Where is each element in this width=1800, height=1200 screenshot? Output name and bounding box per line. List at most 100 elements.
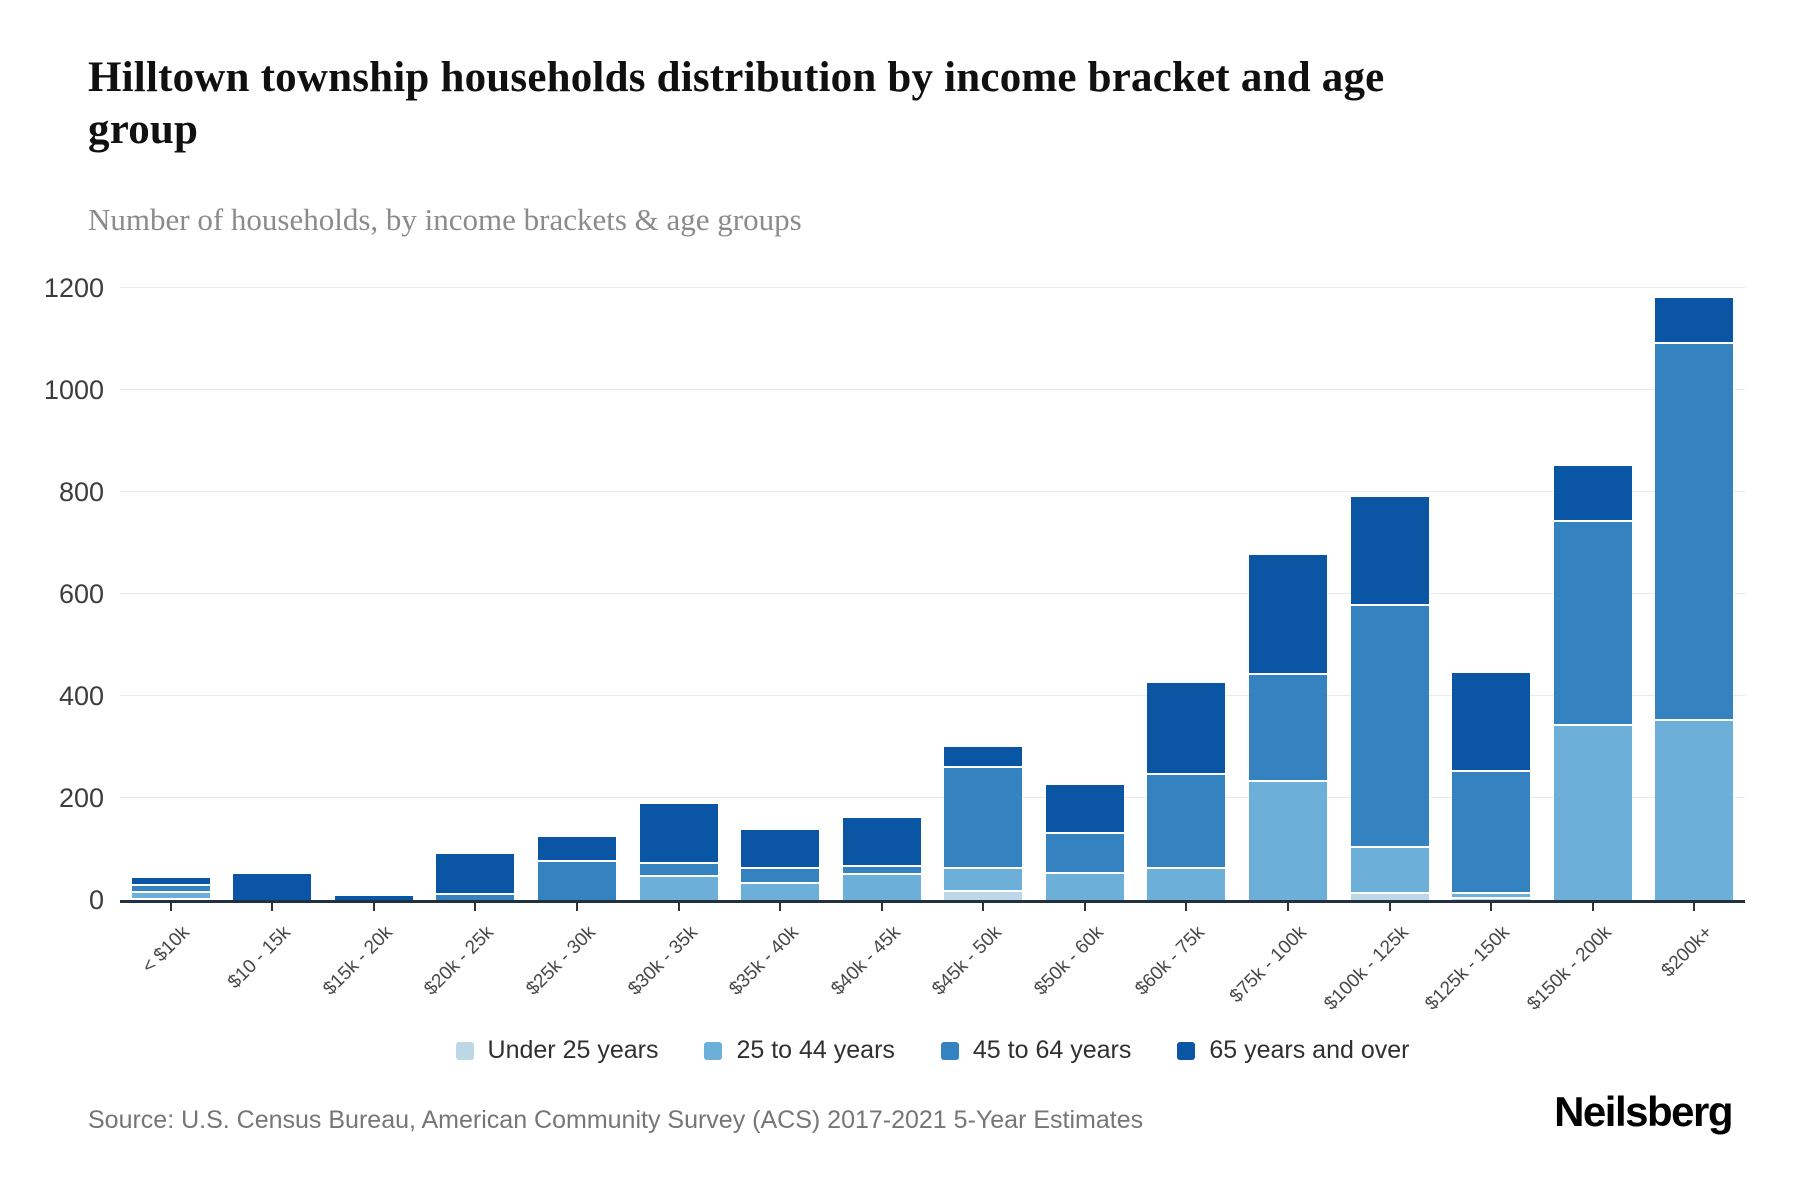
- bar-segment: [639, 861, 718, 875]
- bar-slot: [729, 288, 831, 911]
- x-tick-label: $35k - 40k: [725, 922, 804, 1000]
- legend-label: Under 25 years: [487, 1036, 659, 1064]
- x-tick-label: $150k - 200k: [1522, 922, 1616, 1015]
- bar-segment: [1045, 832, 1124, 872]
- bar-segment: [1350, 892, 1429, 900]
- x-tick-label: $75k - 100k: [1225, 922, 1311, 1008]
- bar-slot: [1339, 288, 1441, 911]
- bar-segment: [1553, 463, 1632, 521]
- x-tick-mark: [1388, 903, 1391, 911]
- bar-segment: [1045, 782, 1124, 833]
- x-tick-label: $200k+: [1657, 922, 1718, 982]
- bar-segment: [1553, 724, 1632, 900]
- y-axis-label: 1000: [43, 375, 104, 405]
- bar-group: [1655, 295, 1734, 900]
- source-text: Source: U.S. Census Bureau, American Com…: [88, 1106, 1144, 1134]
- x-tick-mark: [677, 903, 680, 911]
- legend-swatch: [1177, 1041, 1196, 1060]
- chart-title: Hilltown township households distributio…: [88, 54, 1385, 154]
- bar-group: [842, 815, 921, 900]
- y-axis-label: 400: [58, 681, 104, 711]
- bar-slot: [526, 288, 628, 911]
- bar-slot: [323, 288, 425, 911]
- bar-segment: [131, 890, 210, 898]
- x-tick-label: $45k - 50k: [928, 922, 1007, 1000]
- x-tick-label: $50k - 60k: [1030, 922, 1108, 1000]
- bar-segment: [944, 889, 1023, 900]
- legend-item: 65 years and over: [1177, 1036, 1409, 1065]
- bar-segment: [842, 865, 921, 874]
- bar-group: [639, 802, 718, 900]
- bar-segment: [1147, 866, 1226, 900]
- bar-segment: [741, 828, 820, 868]
- bar-segment: [1452, 892, 1531, 898]
- bar-slot: [1237, 288, 1339, 911]
- y-axis-label: 800: [58, 477, 104, 507]
- gridline: [120, 797, 1745, 798]
- x-tick-label: $40k - 45k: [826, 922, 905, 1000]
- bar-segment: [1350, 604, 1429, 847]
- bar-segment: [1553, 520, 1632, 725]
- bar-segment: [1147, 680, 1226, 773]
- bar-segment: [842, 873, 921, 900]
- legend: Under 25 years 25 to 44 years 45 to 64 yea…: [120, 1036, 1745, 1065]
- bar-segment: [1248, 673, 1327, 781]
- legend-swatch: [940, 1041, 959, 1060]
- x-tick-label: $30k - 35k: [623, 922, 702, 1000]
- legend-item: 25 to 44 years: [704, 1036, 895, 1065]
- bar-segment: [1452, 769, 1531, 893]
- bar-group: [741, 828, 820, 900]
- bar-segment: [538, 860, 617, 900]
- bar-segment: [538, 834, 617, 861]
- bar-group: [538, 834, 617, 900]
- bar-segment: [1655, 718, 1734, 900]
- bar-segment: [741, 881, 820, 900]
- bar-group: [233, 871, 312, 900]
- y-axis-label: 1200: [43, 273, 104, 303]
- bar-segment: [131, 884, 210, 891]
- bar-segment: [944, 744, 1023, 766]
- gridline: [120, 491, 1745, 492]
- bar-group: [1147, 680, 1226, 900]
- bar-slot: [933, 288, 1035, 911]
- x-tick-label: < $10k: [138, 922, 194, 978]
- x-tick-label: $100k - 125k: [1319, 922, 1413, 1015]
- bars-container: [120, 288, 1745, 911]
- bar-group: [1350, 494, 1429, 900]
- x-tick-mark: [1490, 903, 1493, 911]
- bar-group: [131, 875, 210, 900]
- bar-segment: [1350, 846, 1429, 893]
- legend-label: 25 to 44 years: [736, 1036, 895, 1064]
- plot-area: [120, 287, 1745, 911]
- bar-segment: [639, 802, 718, 862]
- x-tick-mark: [779, 903, 782, 911]
- bar-segment: [131, 875, 210, 885]
- bar-slot: [1542, 288, 1644, 911]
- x-tick-mark: [372, 903, 375, 911]
- bar-segment: [1452, 897, 1531, 900]
- x-tick-label: $25k - 30k: [522, 922, 600, 1000]
- bar-segment: [1655, 295, 1734, 342]
- bar-segment: [1248, 553, 1327, 674]
- bar-segment: [1147, 772, 1226, 867]
- bar-segment: [334, 893, 413, 900]
- x-tick-mark: [1693, 903, 1696, 911]
- x-tick-mark: [1185, 903, 1188, 911]
- gridline: [120, 287, 1745, 288]
- x-tick-mark: [1591, 903, 1594, 911]
- bar-segment: [436, 851, 515, 893]
- x-tick-mark: [576, 903, 579, 911]
- x-tick-mark: [271, 903, 274, 911]
- bar-segment: [1452, 670, 1531, 770]
- bar-group: [436, 851, 515, 900]
- bar-slot: [120, 288, 222, 911]
- bar-group: [944, 744, 1023, 900]
- legend-item: 45 to 64 years: [940, 1036, 1131, 1065]
- bar-segment: [741, 867, 820, 882]
- gridline: [120, 695, 1745, 696]
- gridline: [120, 389, 1745, 390]
- bar-slot: [628, 288, 730, 911]
- legend-label: 65 years and over: [1209, 1036, 1410, 1064]
- bar-slot: [1136, 288, 1238, 911]
